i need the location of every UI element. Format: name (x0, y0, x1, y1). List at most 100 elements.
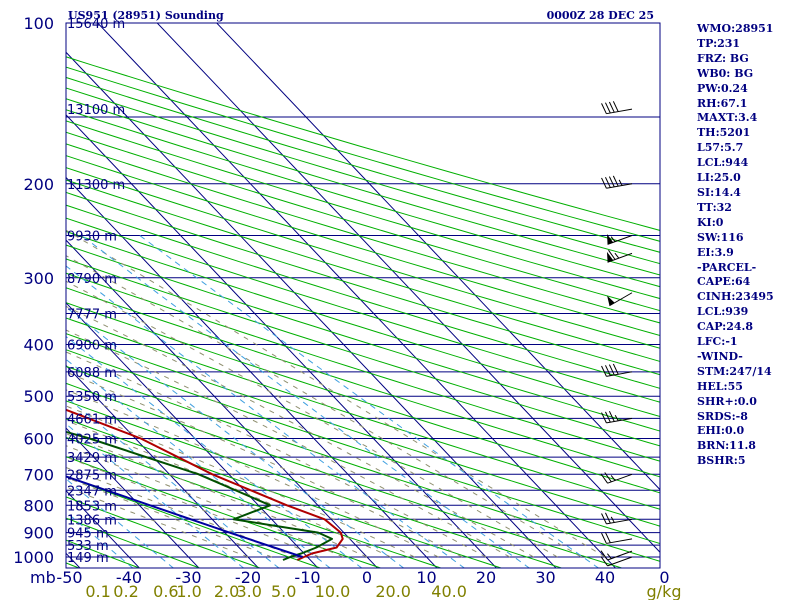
isotherm-line (66, 427, 200, 568)
wind-barb-flag (601, 532, 607, 544)
dry-adiabat (66, 496, 262, 568)
pressure-tick-label: 300 (23, 269, 54, 288)
pressure-tick-label: 400 (23, 336, 54, 355)
wind-barb-flag (605, 177, 611, 188)
wind-barb-flag (608, 410, 615, 422)
wind-barb-flag (600, 473, 608, 484)
isotherm-line (97, 23, 617, 568)
wind-barb-half-flag (607, 553, 612, 559)
wind-barb-pennant (607, 295, 615, 306)
temperature-tick-label: 0 (362, 568, 372, 587)
wind-barb-flag (601, 365, 607, 377)
mixing-ratio-unit: g/kg (647, 582, 682, 600)
index-line: -PARCEL- (697, 260, 757, 274)
plot-frame (65, 22, 661, 569)
wind-barb-flag (605, 102, 611, 114)
dry-adiabat (66, 317, 660, 510)
dry-adiabat (66, 302, 660, 494)
index-line: SRDS:-8 (697, 409, 748, 423)
dewpoint-profile (66, 430, 333, 561)
dry-adiabat (66, 456, 382, 568)
pressure-tick-label: 800 (23, 496, 54, 515)
index-line: FRZ: BG (697, 51, 749, 65)
wind-barb-flag (605, 365, 611, 376)
parcel-profile (66, 475, 304, 558)
height-label: 945 m (67, 527, 109, 542)
dry-adiabat (66, 155, 660, 336)
dry-adiabat (66, 382, 624, 568)
wind-barb (601, 101, 633, 115)
index-line: CAP:24.8 (697, 320, 754, 334)
wind-barb-staff (606, 183, 633, 189)
wind-barb (606, 249, 633, 263)
wind-barb-staff (607, 235, 633, 245)
dry-adiabat (66, 98, 660, 276)
wind-barb-staff (606, 538, 633, 544)
wind-barb (601, 410, 633, 424)
dry-adiabat (66, 365, 660, 562)
index-line: L57:5.7 (697, 141, 744, 155)
wind-barb-staff (606, 518, 633, 525)
mixing-ratio-label: 40.0 (431, 582, 467, 600)
index-line: SI:14.4 (697, 185, 741, 199)
height-label: 1386 m (67, 513, 117, 528)
moist-adiabat (66, 329, 511, 558)
sounding-profiles (66, 408, 344, 561)
index-line: LCL:939 (697, 305, 749, 319)
wind-barb-staff (607, 556, 633, 567)
temperature-tick-label: 0 (659, 568, 669, 587)
wind-barb (601, 512, 633, 525)
dry-adiabat (66, 272, 660, 462)
height-label: 4661 m (67, 412, 117, 427)
dry-adiabat (66, 244, 660, 432)
wind-barb-staff (607, 550, 633, 561)
dry-adiabat (66, 191, 660, 376)
isotherm-line (66, 51, 557, 568)
index-line: STM:247/14 (697, 364, 772, 378)
moist-adiabat (66, 433, 368, 558)
mixing-ratio-label: 10.0 (315, 582, 351, 600)
isotherm-line (216, 23, 660, 491)
wind-barb-staff (606, 417, 633, 424)
index-line: HEL:55 (697, 379, 743, 393)
wind-barb-flag (612, 101, 619, 112)
isotherm-line (66, 114, 498, 568)
index-line: SHR+:0.0 (697, 394, 757, 408)
height-label: 5350 m (67, 390, 117, 405)
isotherm-line (66, 176, 438, 568)
moist-adiabat (66, 419, 392, 558)
index-line: SW:116 (697, 230, 744, 244)
index-line: EI:3.9 (697, 245, 734, 259)
height-label: 4025 m (67, 433, 117, 448)
wind-barb (601, 532, 633, 544)
pressure-tick-label: 200 (23, 175, 54, 194)
pressure-tick-label: 500 (23, 387, 54, 406)
wind-barb-half-flag (610, 516, 615, 523)
height-label: 13100 m (67, 103, 125, 118)
wind-barb (600, 472, 633, 484)
temperature-profile (66, 408, 344, 561)
height-label: 1853 m (67, 499, 117, 514)
wind-barb (607, 292, 633, 307)
moist-adiabat (66, 255, 582, 558)
mixing-ratio-label: 0.2 (113, 582, 138, 600)
wind-barb-flag (608, 364, 615, 376)
isotherm-line (66, 302, 319, 568)
mixing-ratio-line (66, 265, 465, 568)
index-line: WMO:28951 (697, 22, 774, 35)
wind-barb-staff (607, 252, 633, 263)
wind-barb-flag (605, 512, 611, 524)
mixing-ratio-label: 1.0 (176, 582, 201, 600)
wind-barb-flag (604, 472, 612, 483)
mixing-ratio-line (81, 235, 530, 568)
height-label: 6088 m (67, 366, 117, 381)
pressure-tick-label: 700 (23, 465, 54, 484)
dry-adiabat (66, 333, 660, 527)
height-label: 3429 m (67, 451, 117, 466)
dry-adiabat (66, 400, 563, 568)
dry-adiabat (66, 230, 660, 418)
dry-adiabat (66, 475, 322, 568)
wind-barb-flag (612, 363, 619, 375)
moist-adiabat (66, 456, 320, 558)
